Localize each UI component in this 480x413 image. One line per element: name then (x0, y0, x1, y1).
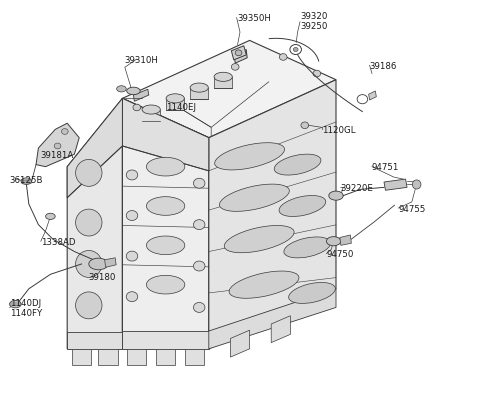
Text: 36125B: 36125B (10, 175, 43, 184)
Polygon shape (166, 99, 184, 111)
Polygon shape (384, 180, 407, 191)
Circle shape (193, 303, 205, 313)
Polygon shape (340, 235, 351, 246)
Polygon shape (72, 349, 91, 366)
Ellipse shape (329, 192, 343, 201)
Text: 1338AD: 1338AD (41, 237, 75, 246)
Text: 39350H: 39350H (238, 14, 272, 23)
Ellipse shape (288, 283, 336, 304)
Circle shape (126, 171, 138, 180)
Text: 94750: 94750 (326, 249, 354, 259)
Text: 39310H: 39310H (125, 55, 159, 64)
Polygon shape (214, 78, 232, 89)
Ellipse shape (284, 237, 331, 258)
Ellipse shape (75, 210, 102, 236)
Text: 94755: 94755 (398, 204, 426, 213)
Polygon shape (209, 81, 336, 349)
Circle shape (126, 292, 138, 302)
Ellipse shape (326, 237, 341, 246)
Circle shape (231, 64, 239, 71)
Ellipse shape (127, 88, 140, 95)
Ellipse shape (146, 276, 185, 294)
Polygon shape (231, 47, 246, 61)
Ellipse shape (21, 178, 32, 185)
Circle shape (126, 252, 138, 261)
Polygon shape (185, 349, 204, 366)
Text: 1140EJ: 1140EJ (166, 103, 196, 112)
Polygon shape (36, 124, 79, 167)
Circle shape (193, 220, 205, 230)
Circle shape (193, 261, 205, 271)
Ellipse shape (146, 158, 185, 177)
Ellipse shape (274, 155, 321, 176)
Ellipse shape (219, 185, 289, 212)
Circle shape (301, 123, 309, 129)
Text: 1120GL: 1120GL (322, 126, 355, 135)
Circle shape (235, 51, 242, 57)
Circle shape (126, 211, 138, 221)
Circle shape (61, 129, 68, 135)
Polygon shape (133, 90, 149, 102)
Ellipse shape (117, 86, 126, 93)
Text: 39181A: 39181A (41, 150, 74, 159)
Circle shape (279, 55, 287, 61)
Circle shape (133, 105, 141, 112)
Polygon shape (369, 92, 376, 101)
Polygon shape (234, 50, 247, 64)
Circle shape (313, 71, 321, 78)
Ellipse shape (214, 73, 232, 82)
Text: 39186: 39186 (370, 62, 397, 71)
Ellipse shape (89, 259, 108, 270)
Ellipse shape (190, 84, 208, 93)
Ellipse shape (279, 196, 326, 217)
Circle shape (293, 48, 298, 52)
Circle shape (193, 179, 205, 189)
Polygon shape (271, 316, 290, 343)
Text: 39180: 39180 (89, 272, 116, 281)
Polygon shape (122, 41, 336, 138)
Polygon shape (122, 331, 209, 349)
Ellipse shape (412, 180, 421, 190)
Text: 1140DJ
1140FY: 1140DJ 1140FY (10, 298, 42, 317)
Text: 39220E: 39220E (341, 183, 373, 192)
Ellipse shape (142, 106, 160, 115)
Polygon shape (122, 99, 209, 349)
Polygon shape (190, 88, 208, 100)
Text: 94751: 94751 (372, 163, 399, 172)
Ellipse shape (146, 236, 185, 255)
Polygon shape (230, 330, 250, 357)
Polygon shape (67, 332, 122, 349)
Polygon shape (98, 349, 118, 366)
Polygon shape (67, 99, 122, 198)
Circle shape (357, 95, 368, 104)
Ellipse shape (75, 251, 102, 278)
Ellipse shape (10, 301, 21, 308)
Ellipse shape (146, 197, 185, 216)
Polygon shape (156, 349, 175, 366)
Ellipse shape (215, 143, 285, 171)
Ellipse shape (46, 214, 55, 220)
Circle shape (290, 45, 301, 55)
Ellipse shape (229, 271, 299, 299)
Polygon shape (122, 99, 209, 171)
Polygon shape (67, 99, 122, 349)
Circle shape (54, 144, 61, 150)
Ellipse shape (224, 226, 294, 253)
Ellipse shape (75, 292, 102, 319)
Ellipse shape (75, 160, 102, 187)
Polygon shape (105, 258, 116, 268)
Ellipse shape (166, 95, 184, 104)
Text: 39320
39250: 39320 39250 (300, 12, 327, 31)
Polygon shape (209, 289, 336, 349)
Polygon shape (142, 110, 160, 122)
Polygon shape (127, 349, 146, 366)
